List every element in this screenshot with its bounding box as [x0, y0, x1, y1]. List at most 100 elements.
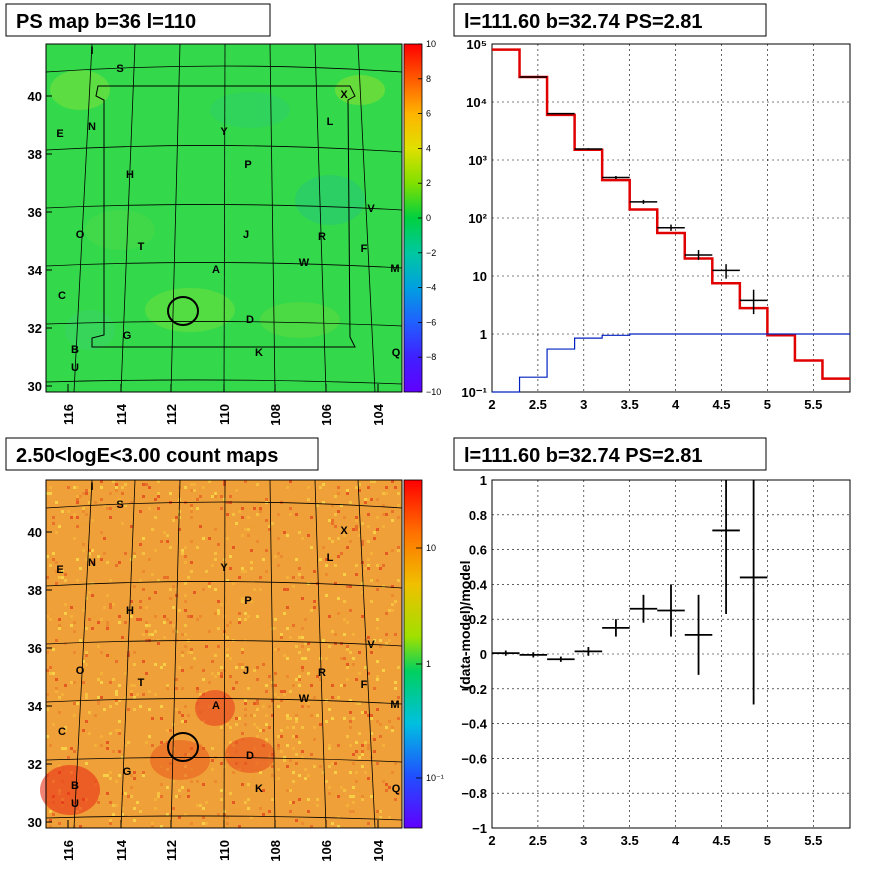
count-map-pixel	[67, 666, 70, 669]
count-map-pixel	[49, 486, 52, 489]
map-x-tick-label: 116	[61, 404, 76, 425]
count-map-pixel	[301, 627, 304, 630]
count-map-pixel	[379, 645, 382, 648]
count-map-pixel	[343, 789, 346, 792]
count-map-pixel	[397, 696, 400, 699]
count-map-pixel	[376, 498, 379, 501]
count-map-pixel	[142, 633, 145, 636]
count-map-source-label: B	[71, 780, 79, 792]
count-map-pixel	[334, 753, 337, 756]
count-map-pixel	[316, 804, 319, 807]
count-map-pixel	[208, 582, 211, 585]
count-map-pixel	[277, 744, 280, 747]
count-map-pixel	[298, 651, 301, 654]
count-map-pixel	[331, 717, 334, 720]
count-map-pixel	[157, 480, 160, 483]
count-map-pixel	[256, 699, 259, 702]
map-x-tick-label: 108	[268, 840, 283, 862]
count-map-pixel	[70, 681, 73, 684]
count-map-pixel	[361, 825, 364, 828]
count-map-pixel	[358, 612, 361, 615]
count-map-pixel	[172, 780, 175, 783]
count-map-pixel	[253, 588, 256, 591]
count-map-pixel	[190, 507, 193, 510]
count-map-pixel	[238, 777, 241, 780]
count-map-pixel	[295, 678, 298, 681]
count-map-pixel	[274, 618, 277, 621]
count-map-pixel	[349, 720, 352, 723]
ps-map-source-label: Q	[392, 347, 401, 359]
count-map-pixel	[301, 657, 304, 660]
ps-map-source-label: B	[71, 344, 79, 356]
count-map-pixel	[337, 486, 340, 489]
count-map-pixel	[85, 651, 88, 654]
count-map-pixel	[343, 633, 346, 636]
count-map-pixel	[313, 738, 316, 741]
count-map-pixel	[361, 795, 364, 798]
count-map-pixel	[256, 702, 259, 705]
count-map-pixel	[169, 588, 172, 591]
count-map-pixel	[313, 696, 316, 699]
count-map-pixel	[220, 672, 223, 675]
count-map-pixel	[397, 549, 400, 552]
ps-map-source-label: U	[71, 362, 79, 374]
count-map-pixel	[190, 822, 193, 825]
count-map-pixel	[376, 618, 379, 621]
count-map-pixel	[190, 504, 193, 507]
map-y-tick-label: 38	[28, 147, 42, 162]
count-map-pixel	[124, 672, 127, 675]
count-map-pixel	[277, 537, 280, 540]
count-map-pixel	[73, 621, 76, 624]
count-map-pixel	[226, 624, 229, 627]
count-map-pixel	[118, 498, 121, 501]
count-map-pixel	[334, 813, 337, 816]
count-map-pixel	[325, 594, 328, 597]
count-map-pixel	[205, 570, 208, 573]
count-map-pixel	[259, 729, 262, 732]
count-map-pixel	[370, 552, 373, 555]
count-map-pixel	[337, 555, 340, 558]
residual-x-tick-label: 5.5	[804, 833, 822, 848]
count-map-pixel	[292, 747, 295, 750]
count-map-pixel	[58, 711, 61, 714]
count-map-source-label: R	[318, 667, 326, 679]
count-map-pixel	[355, 516, 358, 519]
count-map-pixel	[178, 789, 181, 792]
count-map-pixel	[118, 729, 121, 732]
count-map-pixel	[397, 516, 400, 519]
count-map-pixel	[76, 498, 79, 501]
count-map-pixel	[73, 702, 76, 705]
count-map-pixel	[361, 591, 364, 594]
count-map-pixel	[109, 819, 112, 822]
count-map-pixel	[205, 822, 208, 825]
count-map-pixel	[178, 711, 181, 714]
count-map-pixel	[355, 528, 358, 531]
count-map-pixel	[274, 684, 277, 687]
count-map-pixel	[82, 543, 85, 546]
count-map-pixel	[226, 654, 229, 657]
map-y-tick-label: 30	[28, 379, 42, 394]
spectrum-x-tick-label: 5	[764, 397, 771, 412]
count-map-pixel	[349, 771, 352, 774]
count-map-pixel	[337, 744, 340, 747]
count-map-pixel	[211, 495, 214, 498]
count-map-pixel	[331, 483, 334, 486]
count-map-pixel	[301, 756, 304, 759]
count-map-pixel	[121, 813, 124, 816]
count-map-pixel	[235, 819, 238, 822]
count-map-pixel	[184, 705, 187, 708]
count-map-pixel	[244, 570, 247, 573]
count-map-pixel	[196, 498, 199, 501]
count-map-pixel	[178, 666, 181, 669]
count-map-pixel	[196, 618, 199, 621]
count-map-pixel	[211, 759, 214, 762]
count-map-pixel	[145, 606, 148, 609]
count-map-pixel	[226, 501, 229, 504]
count-map-pixel	[307, 774, 310, 777]
count-map-pixel	[55, 531, 58, 534]
count-map-pixel	[277, 639, 280, 642]
count-map-pixel	[52, 813, 55, 816]
count-map-pixel	[151, 672, 154, 675]
count-map-pixel	[79, 639, 82, 642]
count-map-pixel	[289, 717, 292, 720]
